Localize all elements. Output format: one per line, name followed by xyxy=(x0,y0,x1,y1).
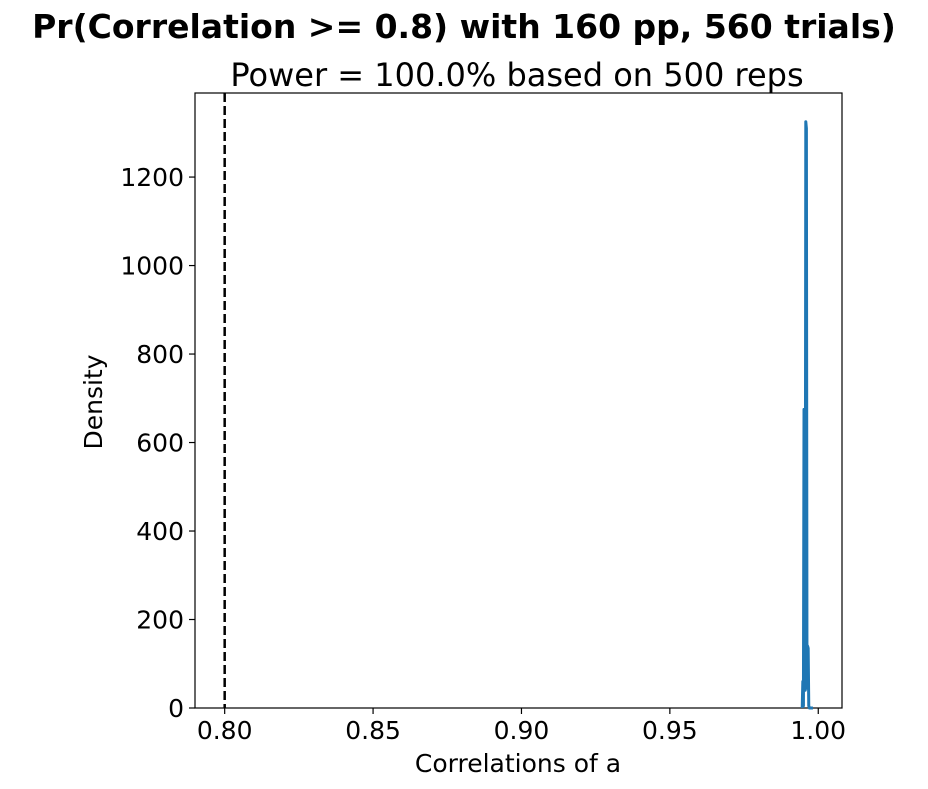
chart-subtitle: Power = 100.0% based on 500 reps xyxy=(230,56,803,94)
y-tick-label: 1200 xyxy=(120,163,184,192)
y-tick-label: 0 xyxy=(168,694,184,723)
x-axis-label: Correlations of a xyxy=(415,749,621,778)
y-tick-label: 800 xyxy=(136,340,184,369)
chart-suptitle: Pr(Correlation >= 0.8) with 160 pp, 560 … xyxy=(32,7,896,46)
y-axis-label: Density xyxy=(79,354,108,449)
y-tick-label: 1000 xyxy=(120,252,184,281)
x-tick-label: 0.90 xyxy=(494,716,550,745)
x-tick-label: 0.80 xyxy=(197,716,253,745)
plot-area-frame xyxy=(194,92,843,709)
density-line xyxy=(800,120,814,710)
y-tick-label: 200 xyxy=(136,606,184,635)
x-tick-label: 0.85 xyxy=(345,716,401,745)
plot-marks xyxy=(223,93,814,710)
x-axis: 0.80 0.85 0.90 0.95 1.00 xyxy=(197,708,846,745)
y-tick-label: 400 xyxy=(136,517,184,546)
y-axis: 0 200 400 600 800 1000 1200 xyxy=(120,163,195,723)
x-tick-label: 0.95 xyxy=(642,716,698,745)
y-tick-label: 600 xyxy=(136,429,184,458)
x-tick-label: 1.00 xyxy=(790,716,846,745)
